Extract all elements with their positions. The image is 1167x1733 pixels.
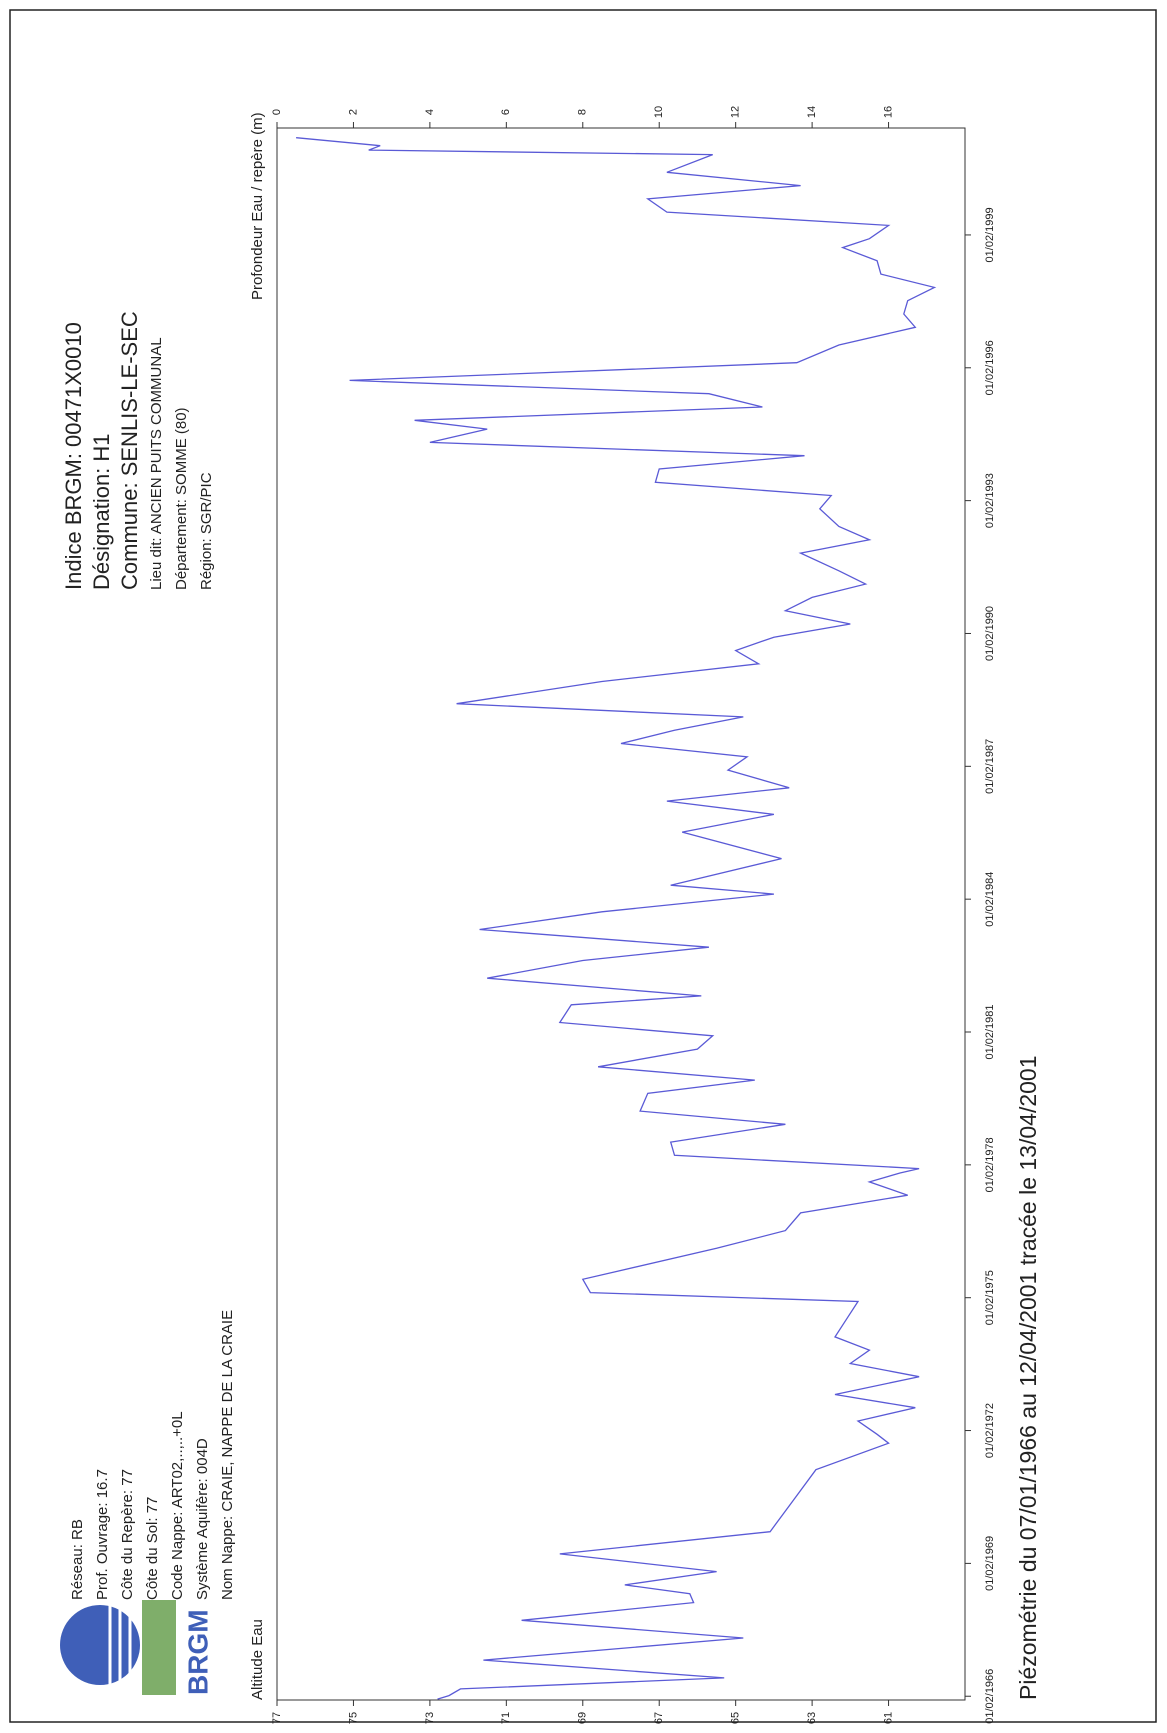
y2-axis-label: Profondeur Eau / repère (m) <box>249 112 266 300</box>
x-tick-label: 01/02/1975 <box>984 1270 996 1325</box>
station-line: Réseau: RB <box>69 1519 86 1600</box>
y-tick-label: 67 <box>653 1712 665 1724</box>
x-tick-label: 01/02/1969 <box>984 1536 996 1591</box>
y-tick-label: 77 <box>271 1712 283 1724</box>
y2-tick-label: 12 <box>730 106 742 118</box>
chart-title: Piézométrie du 07/01/1966 au 12/04/2001 … <box>1015 1056 1041 1701</box>
y-tick-label: 65 <box>730 1712 742 1724</box>
y2-tick-label: 4 <box>424 109 436 115</box>
logo-band <box>142 1600 176 1695</box>
info-line: Indice BRGM: 00471X0010 <box>61 322 86 590</box>
logo-stripes <box>108 1600 132 1690</box>
x-tick-label: 01/02/1999 <box>984 207 996 262</box>
logo <box>60 1600 176 1695</box>
y-tick-label: 69 <box>577 1712 589 1724</box>
page-border <box>9 9 1157 1723</box>
data-line <box>296 137 937 1700</box>
y2-tick-label: 14 <box>806 106 818 118</box>
station-line: Côte du Sol: 77 <box>144 1497 161 1600</box>
station-line: Côte du Repère: 77 <box>119 1469 136 1600</box>
y2-tick-label: 10 <box>653 106 665 118</box>
y-tick-label: 71 <box>500 1712 512 1724</box>
plot-frame <box>276 127 966 1701</box>
y-tick-label: 73 <box>424 1712 436 1724</box>
x-tick-label: 01/02/1984 <box>984 872 996 927</box>
x-tick-label: 01/02/1966 <box>984 1669 996 1724</box>
y2-tick-label: 16 <box>882 106 894 118</box>
x-tick-label: 01/02/1996 <box>984 340 996 395</box>
info-line: Lieu dit: ANCIEN PUITS COMMUNAL <box>148 337 165 590</box>
y-axis-label: Altitude Eau <box>249 1619 266 1700</box>
y2-tick-label: 6 <box>500 109 512 115</box>
y-tick-label: 75 <box>347 1712 359 1724</box>
station-line: Système Aquifère: 004D <box>194 1438 211 1600</box>
info-line: Région: SGR/PIC <box>198 472 215 590</box>
y2-tick-label: 0 <box>271 109 283 115</box>
x-tick-label: 01/02/1981 <box>984 1004 996 1059</box>
x-tick-label: 01/02/1987 <box>984 739 996 794</box>
info-line: Département: SOMME (80) <box>173 407 190 590</box>
x-tick-label: 01/02/1990 <box>984 606 996 661</box>
y2-tick-label: 2 <box>347 109 359 115</box>
station-line: Prof. Ouvrage: 16.7 <box>94 1469 111 1600</box>
logo-text: BRGM <box>182 1609 213 1695</box>
station-line: Code Nappe: ART02,..,..+0L <box>169 1411 186 1600</box>
info-line: Commune: SENLIS-LE-SEC <box>117 311 142 590</box>
y-tick-label: 63 <box>806 1712 818 1724</box>
logo-globe <box>60 1605 140 1685</box>
x-tick-label: 01/02/1972 <box>984 1403 996 1458</box>
y-tick-label: 61 <box>882 1712 894 1724</box>
info-line: Désignation: H1 <box>89 433 114 590</box>
x-tick-label: 01/02/1978 <box>984 1137 996 1192</box>
x-tick-label: 01/02/1993 <box>984 473 996 528</box>
station-line: Nom Nappe: CRAIE, NAPPE DE LA CRAIE <box>219 1310 236 1600</box>
y2-tick-label: 8 <box>577 109 589 115</box>
